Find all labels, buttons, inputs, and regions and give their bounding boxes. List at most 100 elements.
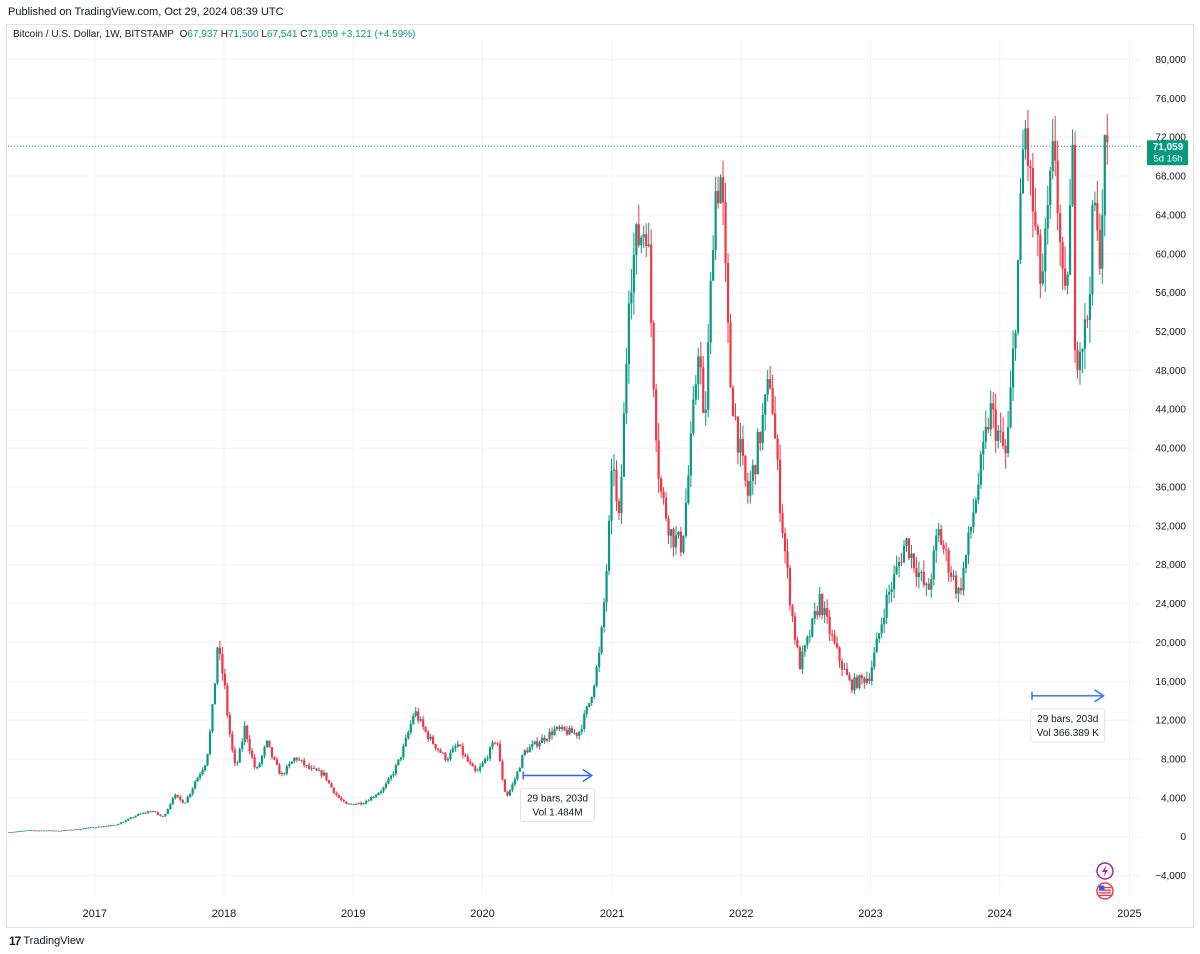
candle-body (1076, 349, 1079, 370)
candle-body (355, 803, 358, 805)
high-label: H (220, 29, 228, 40)
candle-body (20, 830, 23, 832)
candle-body (516, 771, 519, 780)
candle-body (935, 535, 938, 551)
candle-body (231, 733, 234, 750)
candle-body (657, 440, 660, 479)
candle-body (1071, 144, 1074, 206)
candle-body (759, 432, 762, 444)
candle-body (1056, 160, 1059, 214)
close-label: C (300, 29, 308, 40)
candle-body (578, 731, 581, 736)
candle-body (332, 787, 336, 794)
candle-body (1014, 332, 1017, 349)
candle-body (959, 587, 963, 591)
overlays: 29 bars, 203d Vol 1.484M 29 bars, 203d Vol … (8, 145, 1140, 822)
candle-body (365, 801, 368, 804)
tradingview-logo[interactable]: 17 TradingView (9, 934, 84, 948)
y-tick-label: 4,000 (1161, 793, 1186, 804)
candle-body (25, 830, 28, 832)
symbol-name: Bitcoin / U.S. Dollar, 1W, BITSTAMP (13, 29, 174, 40)
candle-body (788, 567, 792, 606)
candle-body (179, 796, 182, 800)
measure-volume-label: Vol 1.484M (533, 807, 583, 818)
candle-body (652, 322, 655, 390)
candle-body (238, 749, 241, 763)
candle-body (669, 529, 673, 536)
candle-body (942, 544, 945, 550)
candle-body (317, 770, 321, 772)
candle-body (300, 759, 303, 761)
candle-body (967, 532, 970, 556)
candle-body (870, 667, 873, 682)
candle-body (734, 416, 737, 417)
candle-body (169, 803, 172, 810)
candle-body (1029, 165, 1032, 169)
candle-body (243, 725, 246, 743)
candle-body (290, 761, 293, 764)
candle-body (149, 811, 152, 813)
date-range-measure[interactable]: 29 bars, 203d Vol 1.484M (520, 768, 596, 822)
candle-body (1061, 242, 1064, 269)
candle-body (778, 459, 782, 514)
candle-body (873, 652, 876, 668)
candle-body (984, 426, 987, 442)
candle-body (382, 787, 385, 792)
candle-body (374, 795, 378, 798)
candle-body (536, 741, 539, 747)
candle-body (439, 750, 442, 753)
candle-body (1106, 135, 1109, 143)
y-tick-label: 12,000 (1155, 716, 1186, 727)
candle-body (412, 715, 415, 724)
candle-body (97, 826, 100, 828)
candle-body (260, 755, 264, 764)
candle-body (407, 732, 410, 739)
candle-body (1004, 445, 1007, 454)
candle-body (181, 799, 184, 803)
candle-body (781, 513, 784, 534)
y-tick-label: 24,000 (1155, 599, 1186, 610)
candle-body (60, 830, 63, 832)
candle-body (987, 426, 990, 430)
candle-body (30, 830, 33, 831)
candle-body (855, 677, 859, 688)
candle-body (278, 764, 281, 775)
candle-body (379, 791, 383, 793)
candle-body (1098, 229, 1101, 269)
candle-body (620, 476, 623, 514)
candle-body (129, 817, 132, 820)
candle-body (553, 729, 556, 735)
candle-body (1009, 387, 1012, 428)
candle-body (335, 793, 338, 796)
candle-body (305, 765, 308, 767)
candle-body (664, 498, 668, 519)
candle-body (87, 827, 90, 829)
candle-body (146, 811, 150, 813)
candle-body (444, 752, 447, 761)
candle-body (127, 819, 130, 821)
candle-body (233, 749, 236, 763)
candle-body (850, 679, 854, 691)
candle-body (176, 794, 179, 797)
candle-body (595, 666, 598, 686)
candle-body (818, 594, 821, 616)
candle-body (622, 413, 626, 477)
candle-body (1044, 228, 1047, 272)
candle-body (342, 800, 345, 802)
lightning-icon[interactable] (1096, 862, 1114, 880)
candle-body (80, 829, 83, 830)
x-tick-label: 2022 (729, 908, 753, 920)
candle-body (751, 465, 754, 481)
date-range-measure[interactable]: 29 bars, 203d Vol 366.389 K (1030, 689, 1106, 743)
symbol-legend[interactable]: Bitcoin / U.S. Dollar, 1W, BITSTAMP O67,… (13, 29, 415, 40)
candle-body (843, 668, 846, 670)
candle-body (1034, 211, 1037, 227)
candle-body (709, 280, 712, 343)
candle-body (699, 356, 702, 368)
us-flag-icon[interactable] (1096, 882, 1114, 900)
candle-body (890, 589, 893, 592)
candle-body (880, 624, 883, 634)
candle-body (1059, 213, 1062, 243)
